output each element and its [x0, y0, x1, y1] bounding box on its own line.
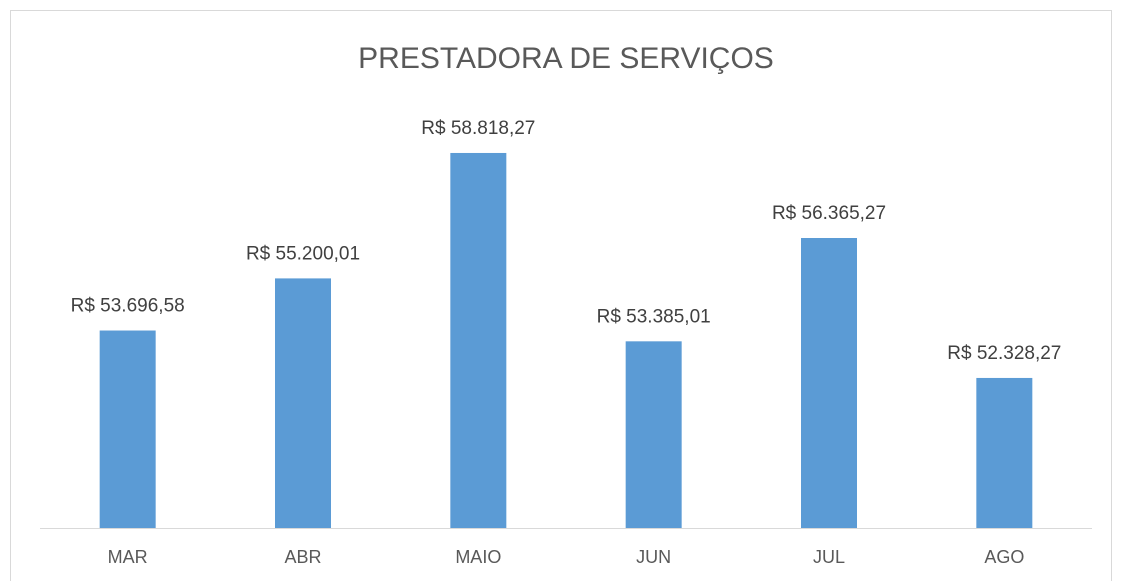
- x-tick-label: JUL: [813, 547, 845, 567]
- bar: [625, 341, 682, 528]
- data-label: R$ 52.328,27: [947, 343, 1061, 364]
- chart-border: [10, 10, 1112, 581]
- data-label: R$ 53.696,58: [71, 296, 185, 317]
- bar: [450, 152, 507, 528]
- bar: [976, 377, 1033, 528]
- bar: [275, 278, 331, 528]
- x-tick-label: JUN: [636, 547, 671, 567]
- chart-title: PRESTADORA DE SERVIÇOS: [358, 42, 774, 75]
- x-tick-label: ABR: [284, 547, 321, 567]
- data-label: R$ 58.818,27: [421, 118, 535, 139]
- data-label: R$ 53.385,01: [597, 306, 711, 327]
- bar: [801, 238, 857, 528]
- x-tick-label: AGO: [984, 547, 1024, 567]
- data-label: R$ 56.365,27: [772, 203, 886, 224]
- x-tick-label: MAIO: [455, 547, 501, 567]
- bar: [99, 330, 156, 528]
- x-tick-label: MAR: [108, 547, 148, 567]
- data-label: R$ 55.200,01: [246, 243, 360, 264]
